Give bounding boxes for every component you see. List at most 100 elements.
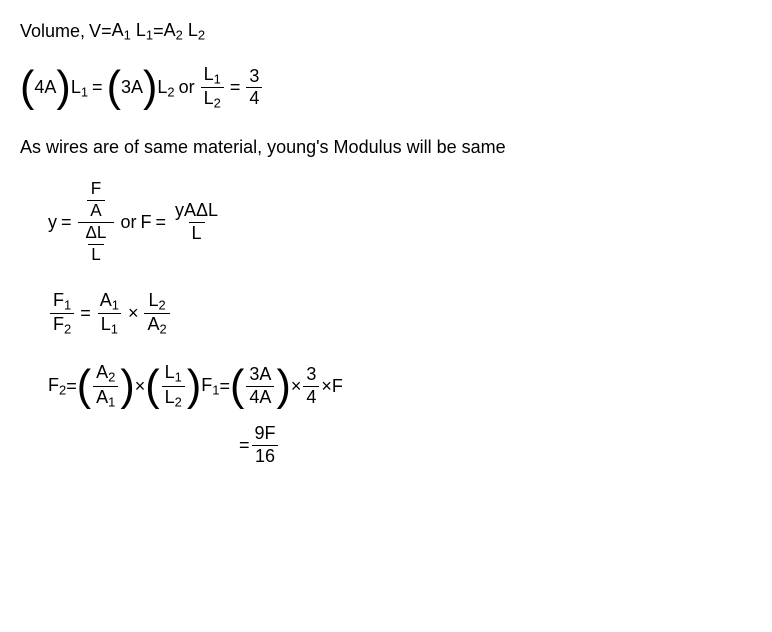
frac-34: 3 4 (246, 67, 262, 110)
sym-A2: A (164, 20, 176, 40)
sub-1f: 1 (112, 297, 119, 312)
den-4: 4 (246, 87, 262, 109)
sym-Ar3: A (96, 362, 108, 382)
num-yAdL: yAΔL (172, 201, 221, 222)
expr-4aL1: ( 4A ) L1 (20, 77, 88, 100)
sym-Fr1: F (53, 290, 64, 310)
sym-Lr1: L (101, 314, 111, 334)
sub-1d: 1 (214, 71, 221, 86)
sub-2e: 2 (64, 322, 71, 337)
sym-times-3: × (291, 376, 302, 397)
equation-F2-derivation: F2 = ( A2 A1 ) × ( L1 L2 ) F1 = ( 3A 4A (20, 363, 752, 466)
label-volume: Volume, (20, 21, 85, 42)
paren-L1L2: ( L1 L2 ) (145, 363, 201, 410)
sub-1i: 1 (175, 370, 182, 385)
num-3A: 3A (246, 365, 274, 386)
text-as-wires: As wires are of same material, young's M… (20, 137, 506, 158)
frac-9F16: 9F 16 (252, 424, 279, 467)
sym-times-2: × (135, 376, 146, 397)
paren-A2A1: ( A2 A1 ) (77, 363, 135, 410)
sub-2j: 2 (175, 395, 182, 410)
num-3: 3 (246, 67, 262, 88)
term-3A: 3A (121, 77, 143, 98)
sym-L6: L (204, 88, 214, 108)
sym-eq-2: = (153, 21, 164, 42)
equation-F2-row2: = 9F 16 (48, 424, 752, 467)
sub-2d: 2 (214, 96, 221, 111)
sym-F2a: F (48, 375, 59, 395)
sym-Ar4: A (96, 387, 108, 407)
sym-eq: = (101, 21, 112, 42)
sub-2: 2 (176, 28, 183, 43)
equation-F-ratio: F1 F2 = A1 L1 × L2 A2 (20, 291, 752, 338)
term-L1: L1 (71, 77, 88, 100)
frac-A2A1: A2 A1 (93, 363, 118, 410)
num-A1: A1 (97, 291, 122, 314)
sym-V: V (89, 21, 101, 42)
sym-eq-5: = (61, 212, 72, 233)
sub-1: 1 (124, 28, 131, 43)
sym-L4: L (157, 77, 167, 97)
frac-FA-inner: F A (87, 180, 104, 221)
sub-2h: 2 (59, 383, 66, 398)
frac-L2A2: L2 A2 (144, 291, 169, 338)
sub-2b: 2 (198, 28, 205, 43)
inner-num-dL: ΔL (83, 224, 110, 244)
frac-L1L2: L1 L2 (201, 65, 224, 112)
den-16: 16 (252, 445, 278, 467)
sym-Lr2: L (148, 290, 158, 310)
sub-1e: 1 (64, 297, 71, 312)
sym-Ar2: A (147, 314, 159, 334)
equation-youngs-modulus: y = F A ΔL L or F = yAΔL L (20, 180, 752, 264)
sub-1b: 1 (146, 28, 153, 43)
sub-1h: 1 (108, 395, 115, 410)
sym-F2: F (140, 212, 151, 233)
sub-1g: 1 (111, 322, 118, 337)
den-L1: L1 (98, 313, 121, 337)
expr-3aL2: ( 3A ) L2 (107, 77, 175, 100)
sym-eq-6: = (155, 212, 166, 233)
den-4b: 4 (303, 386, 319, 408)
den-A1r: A1 (93, 386, 118, 410)
term-F2-lhs: F2 (48, 375, 66, 398)
num-9F: 9F (252, 424, 279, 445)
num-3b: 3 (303, 365, 319, 386)
den-L: L (189, 222, 205, 244)
frac-dLL-inner: ΔL L (83, 224, 110, 265)
sym-L5: L (204, 64, 214, 84)
sym-Fr2: F (53, 314, 64, 334)
sym-Ar1: A (100, 290, 112, 310)
sym-L2: L (188, 20, 198, 40)
num-L1b: L1 (162, 363, 185, 386)
paren-3A4A: ( 3A 4A ) (230, 365, 291, 408)
den-L2b: L2 (162, 386, 185, 410)
frac-3A4A: 3A 4A (246, 365, 274, 408)
sym-eq-4: = (230, 77, 241, 98)
frac-yAdL-L: yAΔL L (172, 201, 221, 244)
num-A2r: A2 (93, 363, 118, 386)
volume-expr: V = A1 L1 = A2 L2 (89, 20, 205, 43)
sym-eq-8: = (66, 376, 77, 397)
term-L2: L2 (157, 77, 174, 100)
den-dLL: ΔL L (78, 222, 115, 265)
equation-length-ratio: ( 4A ) L1 = ( 3A ) L2 or L1 L2 = 3 4 (20, 65, 752, 112)
sub-2g: 2 (160, 322, 167, 337)
sub-2c: 2 (167, 84, 174, 99)
sym-y: y (48, 212, 57, 233)
den-A2r: A2 (144, 313, 169, 337)
sym-Lr3: L (165, 362, 175, 382)
sym-times-1: × (128, 303, 139, 324)
sentence-same-material: As wires are of same material, young's M… (20, 137, 752, 158)
word-or: or (179, 77, 195, 98)
num-L2r: L2 (145, 291, 168, 314)
term-A2L2: A2 L2 (164, 20, 205, 43)
sym-F1a: F (201, 375, 212, 395)
sub-1j: 1 (212, 383, 219, 398)
equation-volume: Volume, V = A1 L1 = A2 L2 (20, 20, 752, 43)
sym-eq-9: = (220, 376, 231, 397)
sym-eq-7: = (80, 303, 91, 324)
sym-L3: L (71, 77, 81, 97)
num-L1: L1 (201, 65, 224, 88)
sym-A: A (112, 20, 124, 40)
word-or-2: or (120, 212, 136, 233)
